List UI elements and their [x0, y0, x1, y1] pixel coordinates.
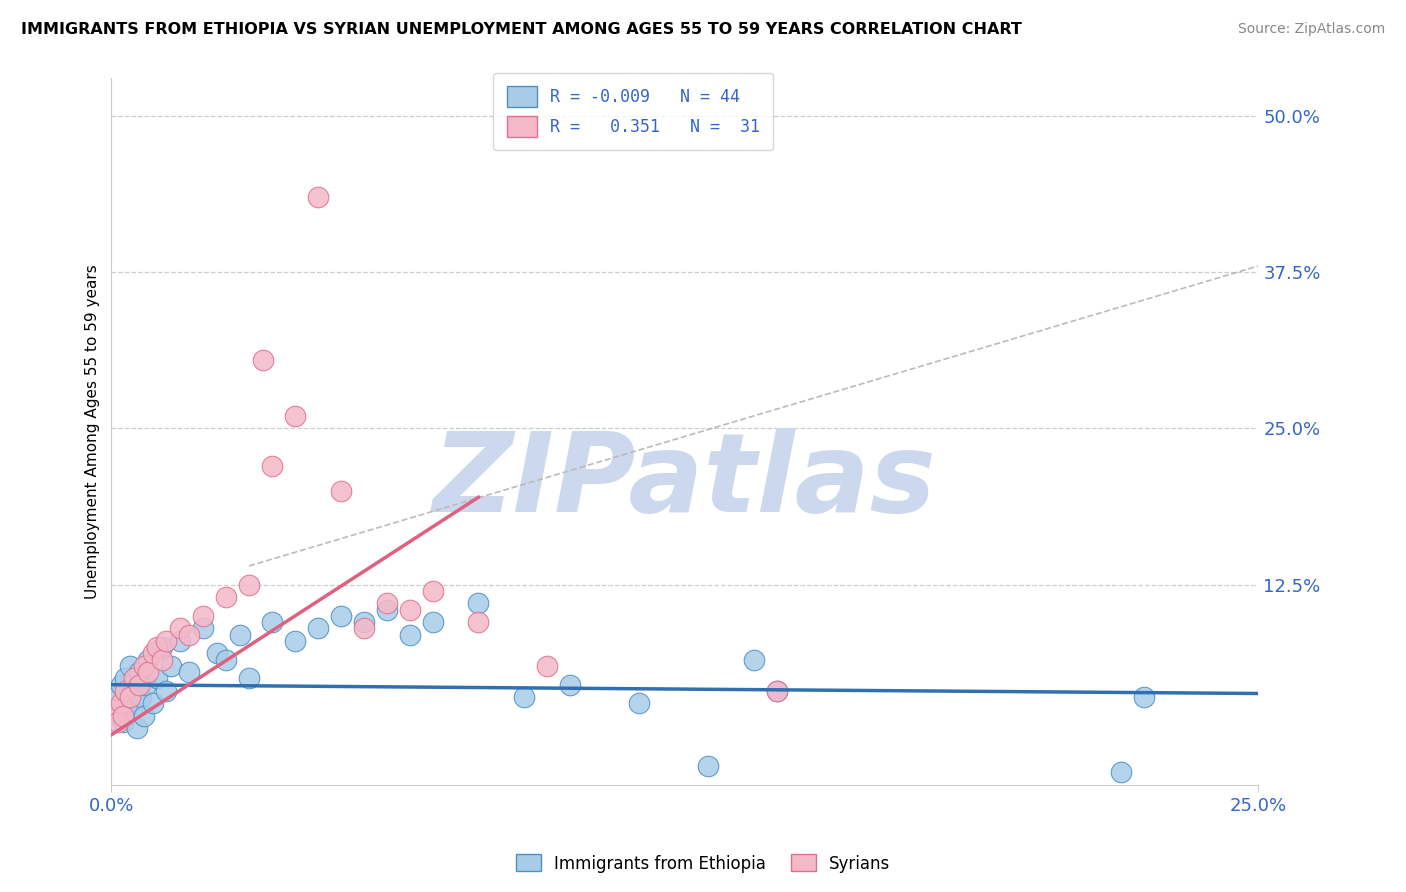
Point	[467, 597, 489, 611]
Point	[422, 584, 444, 599]
Point	[114, 672, 136, 686]
Point	[307, 190, 329, 204]
Legend: Immigrants from Ethiopia, Syrians: Immigrants from Ethiopia, Syrians	[509, 847, 897, 880]
Point	[117, 697, 139, 711]
Point	[121, 703, 143, 717]
Point	[205, 647, 228, 661]
Point	[742, 653, 765, 667]
Point	[136, 665, 159, 680]
Point	[179, 665, 201, 680]
Point	[252, 352, 274, 367]
Point	[260, 458, 283, 473]
Point	[136, 653, 159, 667]
Point	[628, 697, 651, 711]
Point	[536, 659, 558, 673]
Point	[375, 603, 398, 617]
Point	[132, 659, 155, 673]
Point	[107, 709, 129, 723]
Point	[398, 603, 420, 617]
Point	[118, 690, 141, 705]
Point	[375, 597, 398, 611]
Point	[329, 609, 352, 624]
Point	[696, 759, 718, 773]
Point	[110, 697, 132, 711]
Point	[169, 634, 191, 648]
Point	[146, 672, 169, 686]
Text: ZIPatlas: ZIPatlas	[433, 427, 936, 534]
Point	[118, 659, 141, 673]
Point	[105, 703, 128, 717]
Point	[229, 628, 252, 642]
Point	[105, 690, 128, 705]
Point	[169, 622, 191, 636]
Point	[260, 615, 283, 630]
Text: IMMIGRANTS FROM ETHIOPIA VS SYRIAN UNEMPLOYMENT AMONG AGES 55 TO 59 YEARS CORREL: IMMIGRANTS FROM ETHIOPIA VS SYRIAN UNEMP…	[21, 22, 1022, 37]
Point	[1109, 765, 1132, 780]
Point	[284, 634, 307, 648]
Point	[329, 483, 352, 498]
Point	[110, 678, 132, 692]
Point	[193, 609, 215, 624]
Text: Source: ZipAtlas.com: Source: ZipAtlas.com	[1237, 22, 1385, 37]
Point	[150, 653, 173, 667]
Point	[135, 678, 157, 692]
Point	[307, 622, 329, 636]
Point	[160, 659, 183, 673]
Point	[111, 709, 134, 723]
Point	[765, 684, 787, 698]
Point	[238, 672, 260, 686]
Y-axis label: Unemployment Among Ages 55 to 59 years: Unemployment Among Ages 55 to 59 years	[86, 264, 100, 599]
Point	[215, 591, 238, 605]
Point	[150, 640, 173, 655]
Point	[155, 634, 177, 648]
Point	[128, 665, 150, 680]
Point	[124, 684, 146, 698]
Point	[179, 628, 201, 642]
Legend: R = -0.009   N = 44, R =   0.351   N =  31: R = -0.009 N = 44, R = 0.351 N = 31	[494, 72, 773, 151]
Point	[155, 684, 177, 698]
Point	[353, 615, 375, 630]
Point	[1132, 690, 1154, 705]
Point	[353, 622, 375, 636]
Point	[238, 578, 260, 592]
Point	[114, 684, 136, 698]
Point	[125, 722, 148, 736]
Point	[132, 709, 155, 723]
Point	[129, 690, 152, 705]
Point	[142, 647, 165, 661]
Point	[284, 409, 307, 423]
Point	[124, 672, 146, 686]
Point	[422, 615, 444, 630]
Point	[128, 678, 150, 692]
Point	[467, 615, 489, 630]
Point	[513, 690, 536, 705]
Point	[560, 678, 582, 692]
Point	[146, 640, 169, 655]
Point	[107, 715, 129, 730]
Point	[193, 622, 215, 636]
Point	[765, 684, 787, 698]
Point	[398, 628, 420, 642]
Point	[111, 715, 134, 730]
Point	[142, 697, 165, 711]
Point	[215, 653, 238, 667]
